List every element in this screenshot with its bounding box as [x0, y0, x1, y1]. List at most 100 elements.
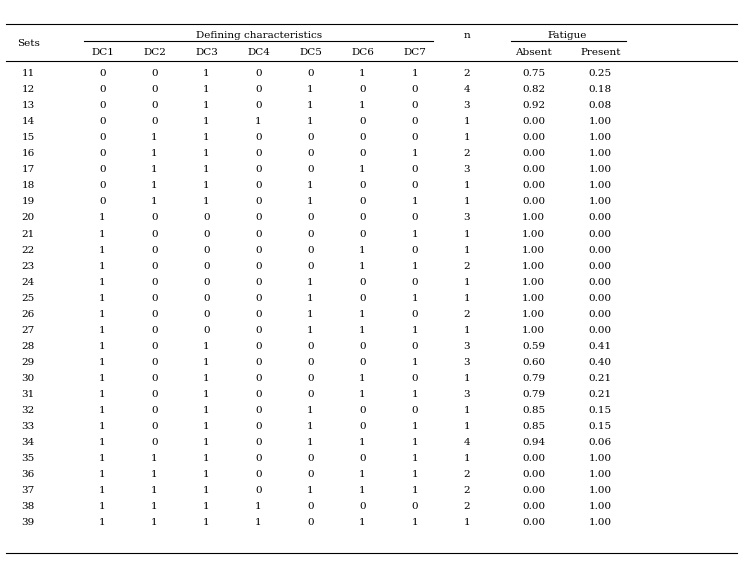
Text: 0.00: 0.00: [522, 165, 545, 174]
Text: 0.59: 0.59: [522, 341, 545, 350]
Text: 0: 0: [152, 325, 158, 335]
Text: 1: 1: [412, 198, 418, 207]
Text: 0: 0: [256, 85, 262, 94]
Text: 0.60: 0.60: [522, 358, 545, 367]
Text: 1: 1: [308, 118, 314, 127]
Text: 1: 1: [256, 518, 262, 527]
Text: 32: 32: [22, 406, 35, 415]
Text: 2: 2: [464, 261, 470, 270]
Text: 0: 0: [308, 358, 314, 367]
Text: 1.00: 1.00: [522, 278, 545, 287]
Text: 1: 1: [100, 261, 106, 270]
Text: 0.21: 0.21: [588, 390, 612, 399]
Text: 0: 0: [152, 438, 158, 447]
Text: 1: 1: [360, 69, 366, 78]
Text: 0: 0: [412, 502, 418, 511]
Text: 0: 0: [152, 310, 158, 319]
Text: 0: 0: [256, 454, 262, 463]
Text: 0.94: 0.94: [522, 438, 545, 447]
Text: 1: 1: [360, 261, 366, 270]
Text: 0: 0: [360, 421, 366, 431]
Text: 0.08: 0.08: [588, 101, 612, 110]
Text: 0: 0: [308, 374, 314, 383]
Text: 1: 1: [308, 85, 314, 94]
Text: 0: 0: [308, 502, 314, 511]
Text: 0.00: 0.00: [588, 294, 612, 303]
Text: 1.00: 1.00: [522, 294, 545, 303]
Text: 1.00: 1.00: [588, 502, 612, 511]
Text: 1: 1: [412, 69, 418, 78]
Text: 30: 30: [22, 374, 35, 383]
Text: 0: 0: [256, 470, 262, 479]
Text: 0: 0: [308, 149, 314, 158]
Text: 1: 1: [412, 470, 418, 479]
Text: 28: 28: [22, 341, 35, 350]
Text: 0: 0: [412, 406, 418, 415]
Text: 1: 1: [204, 454, 210, 463]
Text: 0: 0: [152, 245, 158, 254]
Text: 0.15: 0.15: [588, 406, 612, 415]
Text: 2: 2: [464, 69, 470, 78]
Text: 0: 0: [360, 181, 366, 190]
Text: 2: 2: [464, 502, 470, 511]
Text: 24: 24: [22, 278, 35, 287]
Text: 0: 0: [256, 421, 262, 431]
Text: 1: 1: [412, 229, 418, 239]
Text: 0: 0: [204, 261, 210, 270]
Text: 1: 1: [100, 518, 106, 527]
Text: 0.21: 0.21: [588, 374, 612, 383]
Text: 0: 0: [152, 421, 158, 431]
Text: 0.79: 0.79: [522, 374, 545, 383]
Text: 1: 1: [100, 486, 106, 495]
Text: 1: 1: [464, 118, 470, 127]
Text: 0: 0: [256, 406, 262, 415]
Text: 1.00: 1.00: [588, 454, 612, 463]
Text: 0: 0: [256, 438, 262, 447]
Text: 1.00: 1.00: [522, 214, 545, 223]
Text: 0: 0: [256, 133, 262, 143]
Text: 3: 3: [464, 214, 470, 223]
Text: 0.15: 0.15: [588, 421, 612, 431]
Text: 1: 1: [256, 118, 262, 127]
Text: 0: 0: [256, 358, 262, 367]
Text: 0: 0: [360, 406, 366, 415]
Text: 1.00: 1.00: [522, 229, 545, 239]
Text: 0.00: 0.00: [522, 502, 545, 511]
Text: DC7: DC7: [403, 48, 426, 57]
Text: DC3: DC3: [195, 48, 218, 57]
Text: 3: 3: [464, 358, 470, 367]
Text: 0.00: 0.00: [522, 518, 545, 527]
Text: 1: 1: [152, 470, 158, 479]
Text: 0: 0: [100, 101, 106, 110]
Text: 0: 0: [152, 390, 158, 399]
Text: 1: 1: [152, 133, 158, 143]
Text: 0: 0: [256, 261, 262, 270]
Text: 0.00: 0.00: [522, 486, 545, 495]
Text: 1.00: 1.00: [588, 518, 612, 527]
Text: 1: 1: [204, 374, 210, 383]
Text: 1: 1: [360, 165, 366, 174]
Text: 1: 1: [464, 245, 470, 254]
Text: 0: 0: [360, 294, 366, 303]
Text: 19: 19: [22, 198, 35, 207]
Text: 0: 0: [412, 245, 418, 254]
Text: 0.00: 0.00: [588, 245, 612, 254]
Text: 1: 1: [360, 390, 366, 399]
Text: 0: 0: [152, 214, 158, 223]
Text: 0: 0: [308, 165, 314, 174]
Text: 22: 22: [22, 245, 35, 254]
Text: 21: 21: [22, 229, 35, 239]
Text: 0.00: 0.00: [588, 278, 612, 287]
Text: 1: 1: [360, 310, 366, 319]
Text: 0.00: 0.00: [522, 118, 545, 127]
Text: 1: 1: [464, 454, 470, 463]
Text: 1: 1: [100, 438, 106, 447]
Text: 1: 1: [100, 229, 106, 239]
Text: 0: 0: [256, 69, 262, 78]
Text: 0: 0: [308, 518, 314, 527]
Text: DC2: DC2: [143, 48, 166, 57]
Text: 1: 1: [204, 133, 210, 143]
Text: 0: 0: [412, 118, 418, 127]
Text: 1: 1: [464, 294, 470, 303]
Text: 0.00: 0.00: [522, 198, 545, 207]
